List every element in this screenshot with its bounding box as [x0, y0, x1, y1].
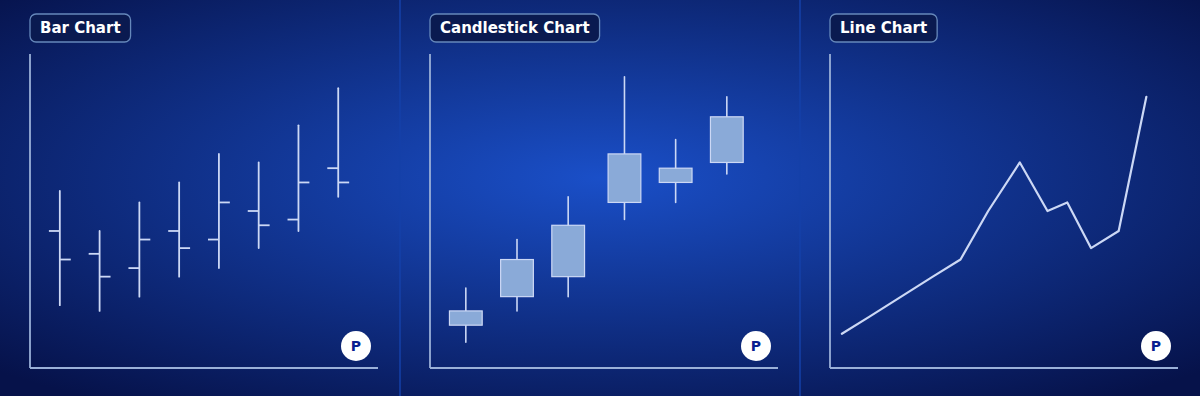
marks — [449, 77, 743, 342]
panel: Candlestick Chart P — [430, 14, 778, 368]
logo-circle — [1141, 331, 1171, 361]
title-box: Line Chart — [830, 14, 937, 42]
title-bg — [430, 14, 600, 42]
ohlc-close — [259, 224, 270, 226]
ohlc-range — [59, 191, 61, 305]
ohlc-close — [100, 276, 111, 278]
ohlc-open — [288, 219, 299, 221]
logo-circle — [341, 331, 371, 361]
ohlc-range — [258, 162, 260, 248]
separator — [399, 0, 401, 396]
y-axis — [829, 54, 831, 368]
y-axis — [29, 54, 31, 368]
ohlc-open — [327, 167, 338, 169]
ohlc-range — [178, 182, 180, 276]
logo-text: P — [751, 338, 761, 354]
logo-text: P — [1151, 338, 1161, 354]
ohlc-close — [179, 247, 190, 249]
title-bg — [30, 14, 131, 42]
logo-circle — [741, 331, 771, 361]
panel: Line Chart P — [830, 14, 1178, 368]
ohlc-range — [337, 88, 339, 196]
ohlc-open — [128, 267, 139, 269]
title: Candlestick Chart — [440, 19, 590, 37]
ohlc-open — [168, 230, 179, 232]
ohlc-close — [219, 202, 230, 204]
candle-body — [659, 168, 692, 182]
ohlc-open — [89, 253, 100, 255]
panel: Bar Chart P — [30, 14, 378, 368]
ohlc-open — [49, 230, 60, 232]
x-axis — [30, 367, 378, 369]
ohlc-close — [298, 182, 309, 184]
logo-text: P — [351, 338, 361, 354]
line — [842, 97, 1147, 334]
background — [0, 0, 1200, 396]
x-axis — [430, 367, 778, 369]
title-box: Candlestick Chart — [430, 14, 600, 42]
separator — [799, 0, 801, 396]
title-box: Bar Chart — [30, 14, 131, 42]
ohlc-range — [138, 202, 140, 296]
candle-body — [449, 311, 482, 325]
title: Line Chart — [840, 19, 927, 37]
ohlc-open — [248, 210, 259, 212]
title-bg — [830, 14, 937, 42]
title: Bar Chart — [40, 19, 121, 37]
candle-body — [608, 154, 641, 203]
candle-body — [710, 117, 743, 163]
ohlc-close — [338, 182, 349, 184]
candle-body — [501, 260, 534, 297]
ohlc-close — [60, 259, 71, 261]
ohlc-open — [208, 239, 219, 241]
marks — [49, 88, 349, 311]
ohlc-close — [139, 239, 150, 241]
candle-body — [552, 225, 585, 276]
ohlc-range — [218, 154, 220, 268]
chart-canvas: Bar Chart P Candlestick Chart P Line Chart P — [0, 0, 1200, 396]
ohlc-range — [298, 125, 300, 231]
y-axis — [429, 54, 431, 368]
x-axis — [830, 367, 1178, 369]
ohlc-range — [99, 231, 101, 311]
marks — [842, 97, 1147, 334]
